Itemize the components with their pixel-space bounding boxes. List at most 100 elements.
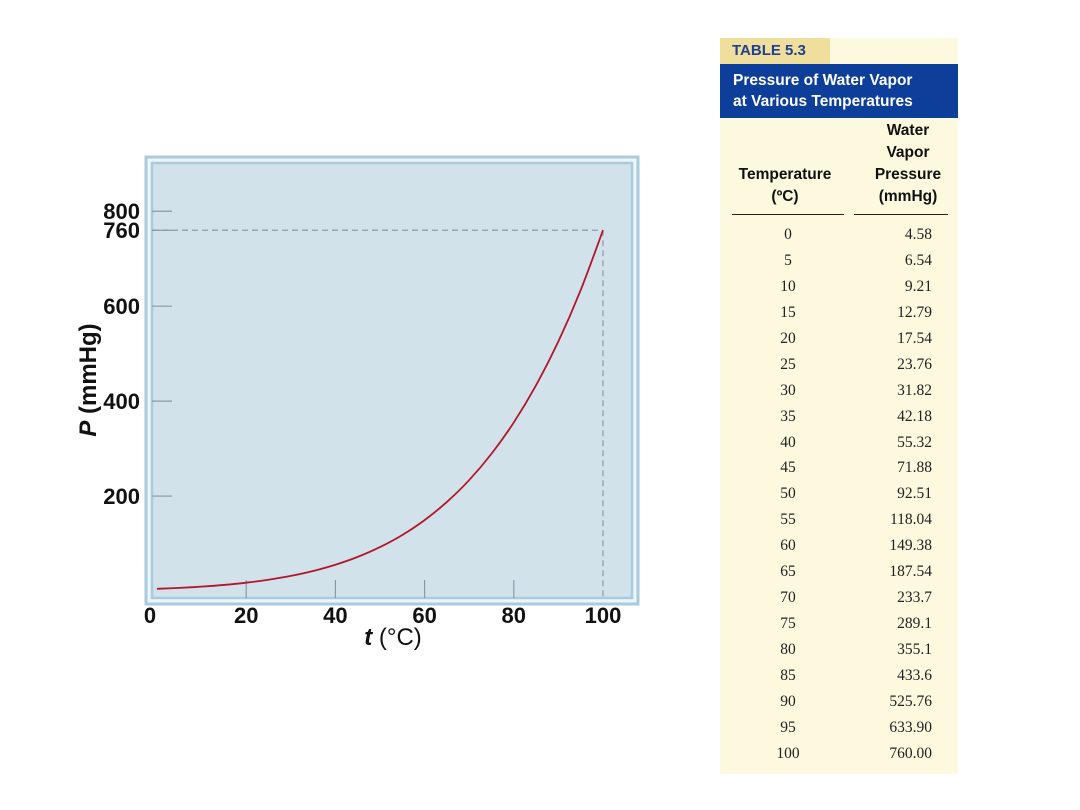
temperature-cell: 65: [780, 563, 796, 581]
pressure-cell: 12.79: [897, 303, 932, 321]
pressure-cell: 233.7: [897, 589, 932, 607]
temperature-header-line-2: (ºC): [771, 188, 799, 205]
temperature-cell: 35: [780, 407, 796, 425]
x-tick-label: 80: [502, 603, 526, 628]
pressure-cell: 149.38: [889, 537, 932, 555]
temperature-column-header: Temperature (ºC): [730, 164, 840, 208]
x-axis-title-unit: (°C): [372, 624, 422, 651]
table-row: 95 633.90: [720, 717, 958, 743]
temperature-cell: 15: [780, 303, 796, 321]
temperature-cell: 60: [780, 537, 796, 555]
pressure-cell: 118.04: [889, 511, 932, 529]
data-point: [290, 575, 292, 577]
table-row: 10 9.21: [720, 276, 958, 302]
pressure-cell: 525.76: [889, 692, 932, 710]
pressure-cell: 92.51: [897, 485, 932, 503]
data-point: [468, 479, 470, 481]
pressure-column-header: Water Vapor Pressure (mmHg): [866, 120, 950, 208]
table-row: 90 525.76: [720, 691, 958, 717]
pressure-cell: 633.90: [889, 718, 932, 736]
table-row: 65 187.54: [720, 561, 958, 587]
pressure-cell: 355.1: [897, 641, 932, 658]
table-row: 60 149.38: [720, 535, 958, 561]
temperature-cell: 20: [780, 329, 796, 347]
pressure-cell: 6.54: [904, 251, 932, 269]
temperature-cell: 30: [780, 381, 796, 399]
table-row: 25 23.76: [720, 354, 958, 380]
y-tick-label: 800: [103, 199, 140, 224]
table-title: Pressure of Water Vapor at Various Tempe…: [720, 64, 958, 118]
data-point: [602, 229, 604, 231]
x-tick-label: 40: [323, 603, 347, 628]
temperature-cell: 10: [780, 277, 796, 295]
table-row: 100 760.00: [720, 743, 958, 769]
y-axis-title: P (mmHg): [75, 323, 102, 436]
data-point: [401, 534, 403, 536]
table-number-tag: TABLE 5.3: [720, 38, 830, 64]
temperature-cell: 5: [784, 251, 792, 269]
y-tick-label: 200: [103, 484, 140, 509]
pressure-cell: 289.1: [897, 615, 932, 633]
data-point: [223, 584, 225, 586]
pressure-cell: 17.54: [897, 329, 932, 347]
data-point: [424, 519, 426, 521]
table-row: 75 289.1: [720, 613, 958, 639]
pressure-cell: 31.82: [897, 381, 932, 399]
temperature-cell: 55: [780, 511, 796, 529]
y-tick-label: 760: [103, 218, 140, 243]
table-row: 50 92.51: [720, 483, 958, 509]
pressure-cell: 760.00: [889, 744, 932, 762]
data-point: [335, 564, 337, 566]
data-point: [178, 587, 180, 589]
table-row: 45 71.88: [720, 457, 958, 483]
pressure-cell: 23.76: [897, 355, 932, 373]
x-tick-label: 100: [585, 603, 622, 628]
x-axis-title: t (°C): [364, 624, 422, 651]
table-row: 55 118.04: [720, 509, 958, 535]
data-point: [357, 556, 359, 558]
x-axis-title-variable: t: [364, 624, 373, 651]
y-tick-label: 600: [103, 294, 140, 319]
temperature-cell: 45: [780, 459, 796, 477]
table-row: 35 42.18: [720, 406, 958, 432]
data-point: [312, 570, 314, 572]
pressure-header-line-3: Pressure: [874, 166, 942, 183]
vapor-pressure-curve: [156, 229, 604, 590]
y-axis-title-unit: (mmHg): [75, 323, 102, 420]
pressure-header-line-4: (mmHg): [878, 188, 938, 205]
pressure-cell: 4.58: [904, 226, 932, 243]
temperature-cell: 90: [780, 692, 796, 710]
temperature-cell: 25: [780, 355, 796, 373]
temperature-cell: 70: [780, 589, 796, 607]
temperature-header-line-1: Temperature: [738, 166, 832, 183]
table-row: 0 4.58: [720, 224, 958, 250]
table-title-line-1: Pressure of Water Vapor: [733, 72, 913, 89]
temperature-cell: 85: [780, 666, 796, 684]
data-point: [446, 501, 448, 503]
pressure-cell: 187.54: [889, 563, 932, 581]
table-row: 85 433.6: [720, 665, 958, 691]
pressure-cell: 55.32: [897, 433, 932, 451]
x-tick-label: 20: [234, 603, 258, 628]
pressure-header-rule: [854, 214, 948, 215]
table-title-line-2: at Various Temperatures: [733, 93, 913, 110]
pressure-header-line-2: Vapor: [886, 144, 930, 161]
temperature-cell: 40: [780, 433, 796, 451]
table-row: 20 17.54: [720, 328, 958, 354]
y-tick-label: 400: [103, 389, 140, 414]
pressure-cell: 9.21: [904, 277, 932, 295]
data-point: [491, 453, 493, 455]
table-row: 40 55.32: [720, 432, 958, 458]
temperature-cell: 100: [776, 744, 800, 762]
temperature-cell: 95: [780, 718, 796, 736]
table-body: 0 4.58 5 6.54 10 9.21 15 12.79 20 17.54 25 23.76 30 3…: [720, 224, 958, 769]
pressure-header-line-1: Water: [886, 122, 930, 139]
x-tick-label: 60: [412, 603, 436, 628]
table-row: 5 6.54: [720, 250, 958, 276]
data-point: [379, 546, 381, 548]
data-point: [268, 579, 270, 581]
pressure-cell: 42.18: [897, 407, 932, 425]
temperature-header-rule: [732, 214, 844, 215]
pressure-cell: 71.88: [897, 459, 932, 477]
